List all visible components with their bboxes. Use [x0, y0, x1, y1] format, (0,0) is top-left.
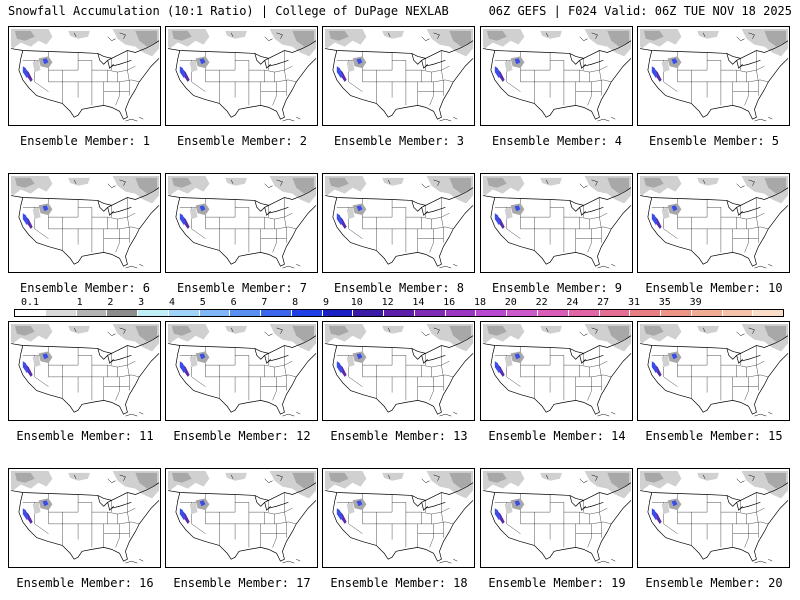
ensemble-member-label: Ensemble Member: 4	[491, 134, 623, 148]
colorbar-tick-label: 3	[138, 297, 145, 308]
colorbar-swatch	[568, 310, 600, 316]
colorbar-swatch	[15, 310, 46, 316]
colorbar-swatch	[45, 310, 77, 316]
colorbar-tick-label: 24	[566, 297, 579, 308]
colorbar-tick-label: 27	[597, 297, 610, 308]
colorbar-tick-label: 9	[322, 297, 330, 308]
ensemble-map-19	[480, 468, 633, 568]
ensemble-member-label: Ensemble Member: 16	[16, 576, 154, 590]
colorbar-swatch	[630, 310, 662, 316]
ensemble-map-11	[8, 321, 161, 421]
ensemble-map-10	[637, 173, 790, 273]
ensemble-member-label: Ensemble Member: 17	[173, 576, 311, 590]
colorbar-tick-label: 39	[689, 297, 702, 308]
ensemble-member-label: Ensemble Member: 3	[333, 134, 465, 148]
colorbar-swatch	[599, 310, 631, 316]
ensemble-member-label: Ensemble Member: 10	[645, 281, 783, 295]
chart-title: Snowfall Accumulation (10:1 Ratio) | Col…	[8, 4, 449, 18]
colorbar-tick-label: 31	[627, 297, 641, 308]
colorbar-swatch	[291, 310, 323, 316]
ensemble-member-label: Ensemble Member: 20	[645, 576, 783, 590]
colorbar-tick-label: 4	[168, 297, 176, 308]
colorbar-tick-label: 35	[658, 297, 671, 308]
ensemble-map-8	[322, 173, 475, 273]
colorbar-swatch	[476, 310, 508, 316]
ensemble-map-1	[8, 26, 161, 126]
ensemble-map-20	[637, 468, 790, 568]
colorbar-swatch	[261, 310, 292, 316]
ensemble-member-label: Ensemble Member: 1	[19, 134, 151, 148]
ensemble-map-17	[165, 468, 318, 568]
colorbar-tick-label: 18	[473, 297, 487, 308]
ensemble-member-label: Ensemble Member: 2	[176, 134, 308, 148]
ensemble-map-18	[322, 468, 475, 568]
colorbar-swatch	[691, 310, 723, 316]
colorbar-tick-label: 10	[350, 297, 363, 308]
colorbar-tick-label: 0.1	[20, 297, 40, 308]
ensemble-map-4	[480, 26, 633, 126]
ensemble-member-label: Ensemble Member: 18	[330, 576, 468, 590]
ensemble-member-label: Ensemble Member: 9	[491, 281, 623, 295]
colorbar-swatch	[168, 310, 200, 316]
ensemble-map-5	[637, 26, 790, 126]
colorbar-swatch	[414, 310, 446, 316]
ensemble-member-label: Ensemble Member: 6	[19, 281, 151, 295]
ensemble-member-label: Ensemble Member: 12	[173, 429, 311, 443]
ensemble-member-label: Ensemble Member: 15	[645, 429, 783, 443]
colorbar-swatch	[199, 310, 231, 316]
colorbar-tick-label: 6	[230, 297, 237, 308]
colorbar-tick-label: 20	[504, 297, 517, 308]
ensemble-member-label: Ensemble Member: 8	[333, 281, 465, 295]
colorbar-tick-label: 12	[381, 297, 394, 308]
colorbar-tick-label: 5	[199, 297, 206, 308]
colorbar-swatch	[353, 310, 385, 316]
colorbar-tick-label: 16	[443, 297, 456, 308]
ensemble-map-2	[165, 26, 318, 126]
ensemble-map-13	[322, 321, 475, 421]
colorbar-swatch	[230, 310, 262, 316]
ensemble-map-9	[480, 173, 633, 273]
colorbar-swatch	[138, 310, 169, 316]
colorbar-swatch	[445, 310, 477, 316]
colorbar-swatch	[384, 310, 415, 316]
colorbar-swatch	[76, 310, 108, 316]
ensemble-map-3	[322, 26, 475, 126]
colorbar-tick-label: 2	[107, 297, 114, 308]
colorbar-tick-label: 8	[292, 297, 299, 308]
ensemble-map-6	[8, 173, 161, 273]
ensemble-member-label: Ensemble Member: 7	[176, 281, 308, 295]
colorbar-tick-label: 14	[412, 297, 425, 308]
colorbar-swatch	[107, 310, 139, 316]
colorbar	[14, 309, 784, 317]
ensemble-member-label: Ensemble Member: 19	[488, 576, 626, 590]
colorbar-swatch	[322, 310, 354, 316]
colorbar-tick-label: 7	[261, 297, 268, 308]
ensemble-map-7	[165, 173, 318, 273]
ensemble-map-12	[165, 321, 318, 421]
colorbar-swatch	[507, 310, 539, 316]
ensemble-map-14	[480, 321, 633, 421]
colorbar-tick-label: 1	[76, 297, 83, 308]
ensemble-map-15	[637, 321, 790, 421]
ensemble-member-label: Ensemble Member: 14	[488, 429, 626, 443]
ensemble-member-label: Ensemble Member: 13	[330, 429, 468, 443]
colorbar-swatch	[722, 310, 754, 316]
ensemble-member-label: Ensemble Member: 5	[648, 134, 780, 148]
ensemble-member-label: Ensemble Member: 11	[16, 429, 154, 443]
ensemble-map-16	[8, 468, 161, 568]
colorbar-swatch	[661, 310, 692, 316]
colorbar-tick-label: 22	[535, 297, 548, 308]
colorbar-labels: 0.1 1 2 3 4 5 6 7 8 9 10 12 14 16 18 20 22 24 27 31 35 39	[14, 297, 784, 309]
colorbar-swatch	[538, 310, 569, 316]
colorbar-swatch	[753, 310, 784, 316]
run-valid-time: 06Z GEFS | F024 Valid: 06Z TUE NOV 18 20…	[488, 4, 792, 18]
